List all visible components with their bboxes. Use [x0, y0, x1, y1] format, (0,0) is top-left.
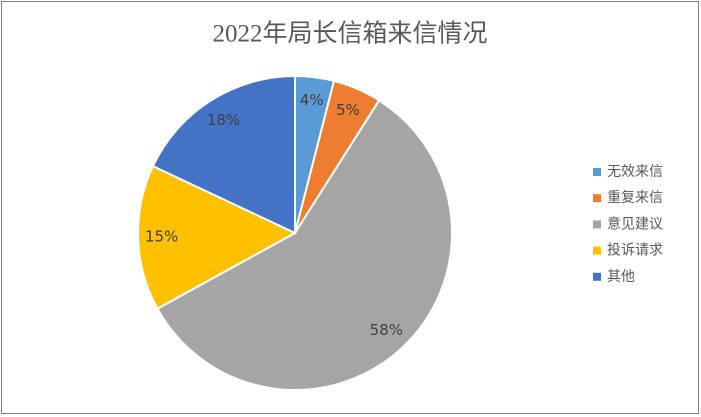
legend-label: 其他 — [607, 269, 635, 285]
pie-slice — [151, 74, 296, 235]
legend-swatch — [593, 246, 601, 255]
data-label: 18% — [207, 111, 240, 129]
legend-label: 重复来信 — [607, 189, 663, 206]
legend-swatch — [593, 220, 601, 229]
data-label: 58% — [370, 321, 403, 339]
legend-label: 投诉请求 — [607, 243, 663, 259]
pie-slice — [156, 99, 453, 391]
data-label: 5% — [336, 101, 360, 119]
chart-title: 2022年局长信箱来信情况 — [212, 20, 487, 48]
legend-swatch — [593, 272, 601, 281]
data-label: 4% — [300, 91, 324, 109]
legend-swatch — [593, 194, 601, 203]
legend-label: 无效来信 — [607, 164, 663, 180]
pie-slice — [137, 164, 298, 310]
data-label: 15% — [145, 228, 178, 246]
legend-swatch — [593, 168, 601, 176]
legend-label: 意见建议 — [607, 215, 663, 232]
